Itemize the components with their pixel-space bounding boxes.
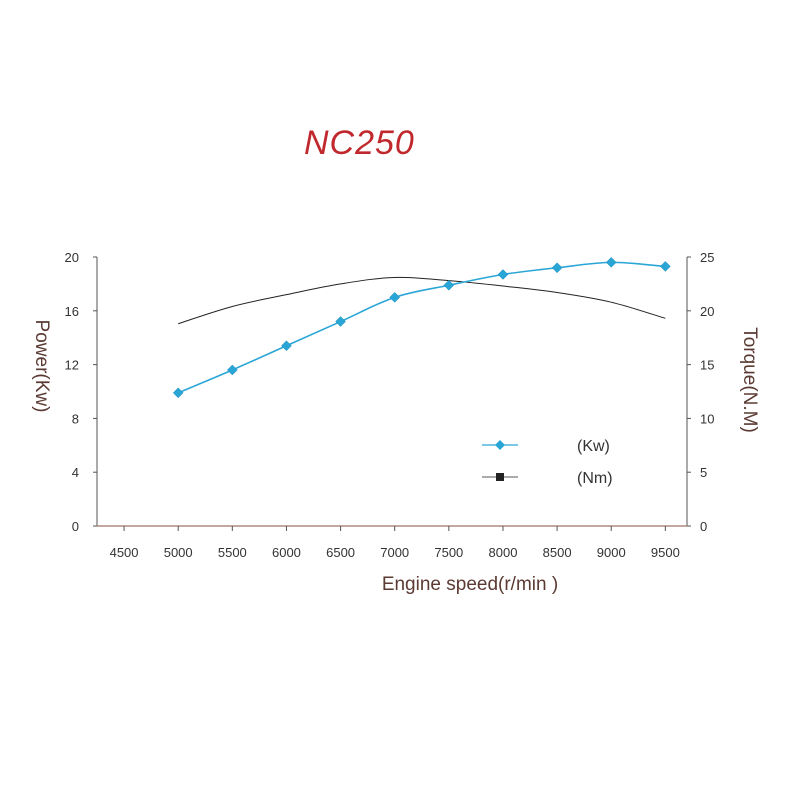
power-data-point bbox=[226, 364, 238, 376]
legend: (Kw) (Nm) bbox=[482, 438, 613, 487]
power-data-point bbox=[335, 316, 346, 327]
power-data-point bbox=[497, 269, 509, 280]
legend-power-label: (Kw) bbox=[577, 438, 610, 455]
x-tick-label: 6500 bbox=[326, 545, 355, 560]
legend-power-marker bbox=[495, 440, 505, 450]
y-left-tick-label: 16 bbox=[65, 304, 79, 319]
x-tick-label: 5000 bbox=[164, 545, 193, 560]
y-left-tick-label: 0 bbox=[72, 519, 79, 534]
y-left-tick-label: 4 bbox=[72, 465, 79, 480]
power-data-point bbox=[551, 262, 563, 274]
x-tick-label: 6000 bbox=[272, 545, 301, 560]
y-left-tick-label: 20 bbox=[65, 250, 79, 265]
x-tick-label: 7500 bbox=[434, 545, 463, 560]
x-tick-label: 4500 bbox=[110, 545, 139, 560]
x-tick-label: 9500 bbox=[651, 545, 680, 560]
power-data-point bbox=[443, 279, 455, 291]
y-right-tick-label: 15 bbox=[700, 358, 714, 373]
power-series-line bbox=[177, 261, 666, 394]
x-axis-title: Engine speed(r/min ) bbox=[382, 574, 558, 595]
x-tick-label: 7000 bbox=[380, 545, 409, 560]
x-tick-label: 8000 bbox=[489, 545, 518, 560]
y-right-tick-label: 5 bbox=[700, 465, 707, 480]
y-left-tick-label: 8 bbox=[72, 411, 79, 426]
x-tick-label: 9000 bbox=[597, 545, 626, 560]
power-data-point bbox=[389, 291, 401, 303]
y-right-tick-label: 0 bbox=[700, 519, 707, 534]
y-axis-left-title: Power(Kw) bbox=[31, 320, 52, 413]
power-data-point bbox=[605, 257, 617, 268]
y-left-tick-label: 12 bbox=[65, 358, 79, 373]
plot-area bbox=[172, 257, 671, 399]
torque-series-line bbox=[178, 276, 666, 325]
axes: 4500 5000 5500 6000 6500 7000 7500 8000 8500 9000… bbox=[65, 250, 715, 560]
legend-torque-marker bbox=[496, 473, 504, 481]
x-tick-label: 5500 bbox=[218, 545, 247, 560]
x-tick-label: 8500 bbox=[543, 545, 572, 560]
y-right-tick-label: 25 bbox=[700, 250, 714, 265]
power-data-point bbox=[172, 387, 184, 399]
power-data-point bbox=[281, 340, 292, 352]
y-right-tick-label: 10 bbox=[700, 411, 714, 426]
y-axis-right-title: Torque(N.M) bbox=[739, 327, 760, 433]
y-right-tick-label: 20 bbox=[700, 304, 714, 319]
power-data-point bbox=[659, 261, 671, 272]
chart-title: NC250 bbox=[304, 124, 415, 162]
legend-torque-label: (Nm) bbox=[577, 470, 613, 487]
